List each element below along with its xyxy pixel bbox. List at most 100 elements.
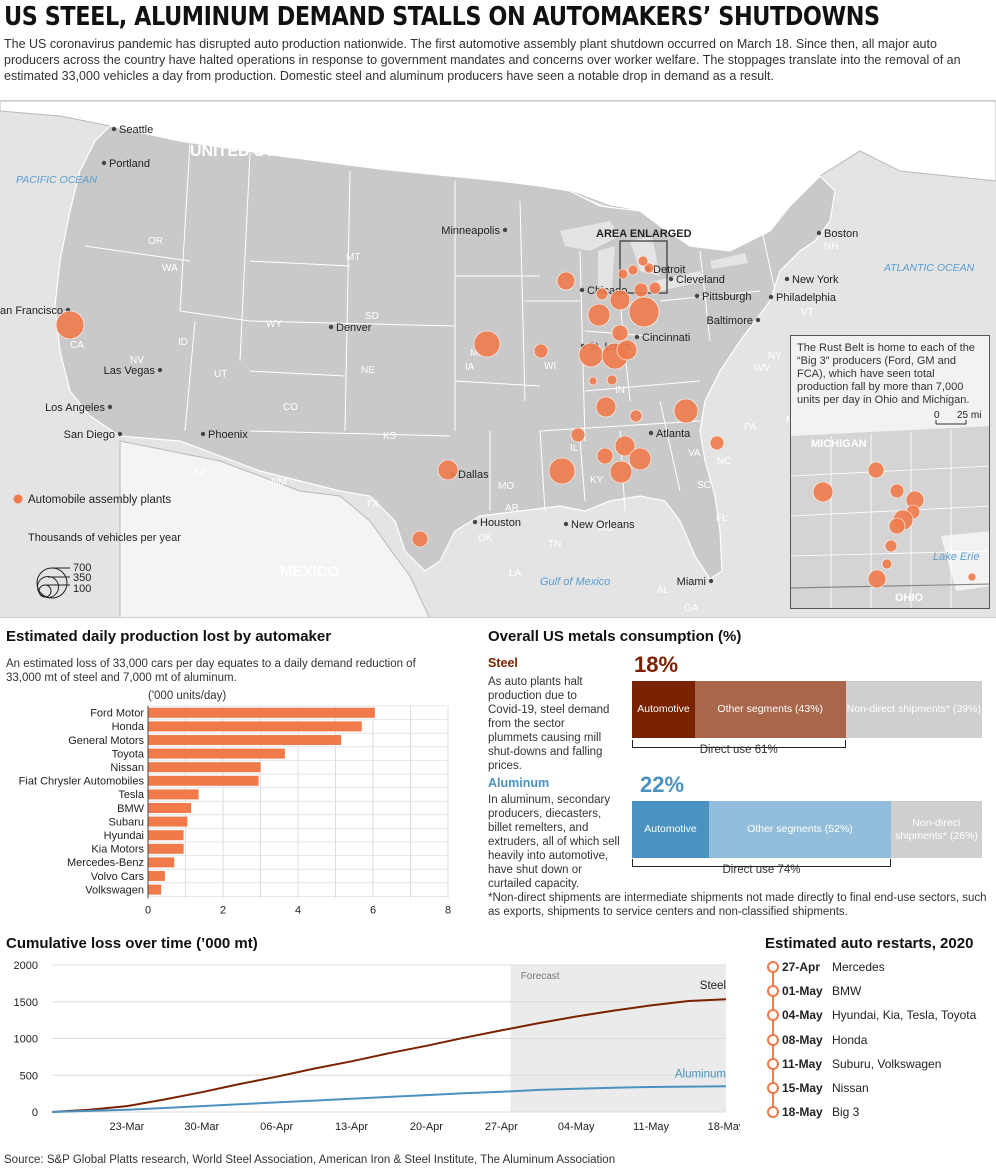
legend-size-title: Thousands of vehicles per year bbox=[28, 532, 181, 544]
city-dot bbox=[579, 287, 585, 293]
steel-series-label: Steel bbox=[700, 980, 726, 992]
assembly-plant bbox=[673, 398, 699, 424]
x-tick-label: 0 bbox=[145, 904, 151, 916]
assembly-plant bbox=[611, 324, 629, 342]
state-label-il: IL bbox=[570, 443, 579, 454]
timeline-dot bbox=[767, 1057, 779, 1070]
city-label: Phoenix bbox=[208, 429, 248, 441]
city-dot bbox=[634, 334, 640, 340]
legend-size-350: 350 bbox=[73, 572, 91, 584]
metals-title: Overall US metals consumption (%) bbox=[488, 628, 742, 645]
restarts-title: Estimated auto restarts, 2020 bbox=[765, 935, 974, 952]
assembly-plant bbox=[643, 262, 655, 274]
bar bbox=[148, 871, 165, 881]
steel-direct-bracket bbox=[632, 740, 846, 748]
state-label-nh: NH bbox=[824, 241, 838, 252]
cumulative-line-chart: Forecast 0 500 1000 1500 2000 23-Mar 30-Mar 06-A… bbox=[14, 960, 740, 1133]
steel-seg-automotive: Automotive bbox=[632, 681, 695, 738]
state-label-sd: SD bbox=[365, 311, 379, 322]
city-dot bbox=[200, 431, 206, 437]
metals-footnote: *Non-direct shipments are intermediate s… bbox=[488, 892, 987, 918]
aluminum-stacked-bar: Automotive Other segments (52%) Non-dire… bbox=[632, 801, 982, 858]
assembly-plant bbox=[588, 376, 598, 386]
city-dot bbox=[328, 324, 334, 330]
state-label-va: VA bbox=[688, 448, 701, 459]
assembly-plant bbox=[616, 339, 638, 361]
bar-category-label: Hyundai bbox=[104, 830, 144, 842]
city-label: Pittsburgh bbox=[702, 291, 752, 303]
bar-category-label: Ford Motor bbox=[90, 708, 144, 720]
bar bbox=[148, 816, 188, 827]
state-label-wy: WY bbox=[266, 319, 282, 330]
steel-label: Steel bbox=[488, 656, 518, 670]
bar bbox=[148, 843, 184, 854]
state-label-nj: NJ bbox=[784, 294, 796, 305]
city-dot bbox=[117, 431, 123, 437]
restart-date: 01-May bbox=[782, 984, 823, 999]
inset-map bbox=[791, 420, 989, 608]
state-label-ms: MS bbox=[598, 523, 613, 534]
x-tick-label: 04-May bbox=[558, 1121, 595, 1133]
x-tick-label: 11-May bbox=[633, 1121, 669, 1133]
page-title: US STEEL, ALUMINUM DEMAND STALLS ON AUTO… bbox=[4, 2, 880, 32]
bar bbox=[148, 748, 285, 759]
restart-item: 27-Apr Mercedes bbox=[764, 955, 885, 979]
inset-assembly-plant bbox=[812, 481, 834, 503]
state-label-ar: AR bbox=[505, 503, 519, 514]
city-label: Cincinnati bbox=[642, 332, 690, 344]
state-label-nc: NC bbox=[717, 456, 731, 467]
state-label-wa: WA bbox=[162, 263, 178, 274]
bar bbox=[148, 707, 375, 718]
assembly-plant bbox=[629, 409, 643, 423]
inset-assembly-plant bbox=[967, 572, 977, 582]
city-dot bbox=[694, 293, 700, 299]
x-tick-label: 4 bbox=[295, 904, 301, 916]
state-label-mo: MO bbox=[498, 481, 514, 492]
state-label-tn: TN bbox=[548, 539, 561, 550]
restart-companies: Nissan bbox=[832, 1081, 869, 1095]
steel-pct: 18% bbox=[634, 652, 679, 677]
restart-date: 04-May bbox=[782, 1008, 823, 1023]
restart-companies: Hyundai, Kia, Tesla, Toyota bbox=[832, 1008, 977, 1023]
production-chart-subtitle: An estimated loss of 33,000 cars per day… bbox=[6, 658, 416, 684]
rust-belt-inset: The Rust Belt is home to each of the “Bi… bbox=[790, 335, 990, 609]
source-note: Source: S&P Global Platts research, Worl… bbox=[4, 1154, 616, 1166]
state-label-ri: RI bbox=[0, 101, 10, 104]
city-dot bbox=[708, 578, 714, 584]
inset-text: The Rust Belt is home to each of the “Bi… bbox=[797, 342, 975, 406]
steel-desc: As auto plants halt production due to Co… bbox=[488, 676, 610, 772]
state-label-ok: OK bbox=[478, 533, 493, 544]
state-label-mt: MT bbox=[346, 252, 360, 263]
aluminum-seg-other: Other segments (52%) bbox=[709, 801, 891, 858]
assembly-plant bbox=[595, 287, 609, 301]
city-dot bbox=[784, 276, 790, 282]
y-tick-label: 1500 bbox=[14, 997, 38, 1009]
restart-item: 18-May Big 3 bbox=[764, 1100, 859, 1124]
assembly-plant bbox=[617, 268, 629, 280]
inset-assembly-plant bbox=[881, 558, 893, 570]
bar-category-label: Mercedes-Benz bbox=[67, 857, 144, 869]
steel-direct-label: Direct use 61% bbox=[699, 744, 778, 756]
bar bbox=[148, 830, 184, 841]
label-atlantic: ATLANTIC OCEAN bbox=[883, 262, 975, 274]
state-label-ga: GA bbox=[684, 603, 699, 614]
bar bbox=[148, 884, 162, 895]
bar-category-label: General Motors bbox=[68, 735, 144, 747]
aluminum-desc: In aluminum, secondary producers, diecas… bbox=[488, 794, 620, 890]
state-label-ca: CA bbox=[70, 340, 84, 351]
state-label-tx: TX bbox=[366, 499, 379, 510]
assembly-plant bbox=[596, 447, 614, 465]
aluminum-label: Aluminum bbox=[488, 776, 550, 790]
production-chart-title: Estimated daily production lost by autom… bbox=[6, 628, 332, 645]
bar bbox=[148, 762, 261, 773]
legend-plants-label: Automobile assembly plants bbox=[28, 494, 171, 506]
state-label-nv: NV bbox=[130, 355, 144, 366]
inset-assembly-plant bbox=[884, 539, 898, 553]
city-label: Cleveland bbox=[676, 274, 725, 286]
y-tick-label: 2000 bbox=[14, 960, 38, 972]
city-label: Los Angeles bbox=[45, 402, 105, 414]
bar-category-label: Tesla bbox=[118, 789, 145, 801]
assembly-plant bbox=[633, 282, 649, 298]
city-label: Seattle bbox=[119, 124, 153, 136]
assembly-plant bbox=[556, 271, 576, 291]
